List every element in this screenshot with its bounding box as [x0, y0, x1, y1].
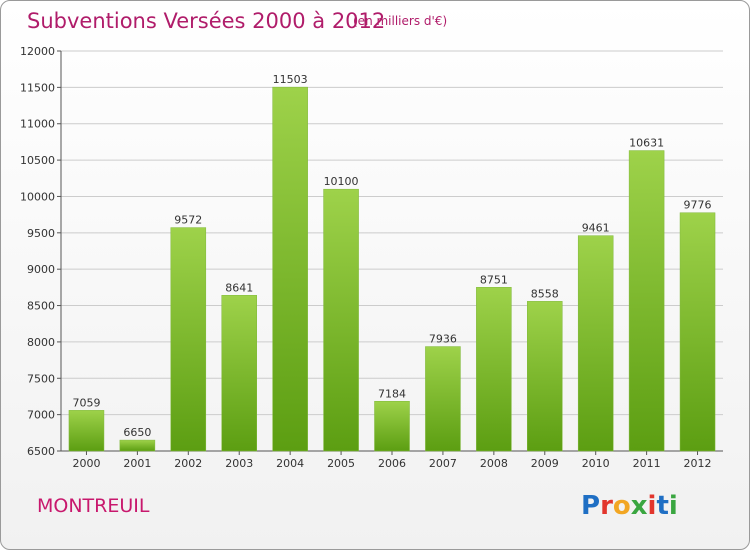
- value-label-2002: 9572: [174, 214, 202, 227]
- x-tick-label-2007: 2007: [429, 457, 457, 470]
- bar-2010: [577, 235, 614, 452]
- chart-title: Subventions Versées 2000 à 2012: [27, 9, 386, 33]
- y-tick-label: 8000: [27, 336, 55, 349]
- bar-2007: [425, 346, 461, 452]
- x-tick-label-2011: 2011: [633, 457, 661, 470]
- logo-letter: x: [630, 491, 648, 521]
- value-label-2010: 9461: [582, 222, 610, 235]
- logo-letter: i: [668, 491, 678, 521]
- y-tick-label: 6500: [27, 445, 55, 458]
- value-label-2009: 8558: [531, 287, 559, 300]
- value-label-2003: 8641: [225, 281, 253, 294]
- x-tick-label-2006: 2006: [378, 457, 406, 470]
- bar-2011: [628, 150, 665, 452]
- y-tick-label: 8500: [27, 300, 55, 313]
- x-tick-label-2000: 2000: [72, 457, 100, 470]
- value-label-2005: 10100: [324, 175, 359, 188]
- bar-2008: [476, 287, 512, 452]
- y-tick-label: 9500: [27, 227, 55, 240]
- x-tick-label-2001: 2001: [123, 457, 151, 470]
- bar-2000: [68, 410, 105, 452]
- x-tick-label-2002: 2002: [174, 457, 202, 470]
- bar-2001: [119, 439, 156, 452]
- y-tick-label: 11000: [20, 118, 55, 131]
- value-label-2012: 9776: [684, 199, 712, 212]
- y-tick-label: 7000: [27, 409, 55, 422]
- value-label-2001: 6650: [123, 426, 151, 439]
- value-label-2004: 11503: [273, 73, 308, 86]
- y-tick-label: 10000: [20, 190, 55, 203]
- labels: 6500 7000 7500 8000 8500 9000 9500 10000 10500 11…: [20, 45, 712, 470]
- y-tick-label: 12000: [20, 45, 55, 58]
- bar-2009: [527, 301, 563, 452]
- bar-2006: [374, 401, 410, 452]
- x-tick-label-2005: 2005: [327, 457, 355, 470]
- logo-letter: r: [600, 491, 613, 521]
- bars: [68, 86, 716, 452]
- chart-subtitle: (en milliers d'€): [353, 14, 448, 28]
- value-label-2007: 7936: [429, 333, 457, 346]
- value-label-2008: 8751: [480, 273, 508, 286]
- x-tick-label-2010: 2010: [582, 457, 610, 470]
- y-tick-label: 9000: [27, 263, 55, 276]
- y-tick-label: 10500: [20, 154, 55, 167]
- value-label-2000: 7059: [72, 396, 100, 409]
- logo-letter: t: [656, 491, 669, 521]
- value-label-2006: 7184: [378, 387, 406, 400]
- y-tick-label: 11500: [20, 81, 55, 94]
- bar-2002: [170, 227, 207, 452]
- x-tick-label-2012: 2012: [684, 457, 712, 470]
- x-tick-label-2008: 2008: [480, 457, 508, 470]
- x-tick-label-2003: 2003: [225, 457, 253, 470]
- city-name: MONTREUIL: [37, 495, 150, 517]
- y-tick-label: 7500: [27, 372, 55, 385]
- value-label-2011: 10631: [629, 137, 664, 150]
- logo-letter: i: [647, 491, 657, 521]
- bar-2003: [221, 295, 257, 452]
- logo-letter: o: [612, 491, 631, 521]
- x-tick-label-2004: 2004: [276, 457, 304, 470]
- bar-2004: [272, 86, 308, 452]
- proxiti-logo: Proxiti: [581, 491, 678, 521]
- bar-2012: [679, 212, 716, 452]
- x-tick-label-2009: 2009: [531, 457, 559, 470]
- logo-letter: P: [581, 491, 601, 521]
- bar-2005: [323, 188, 359, 452]
